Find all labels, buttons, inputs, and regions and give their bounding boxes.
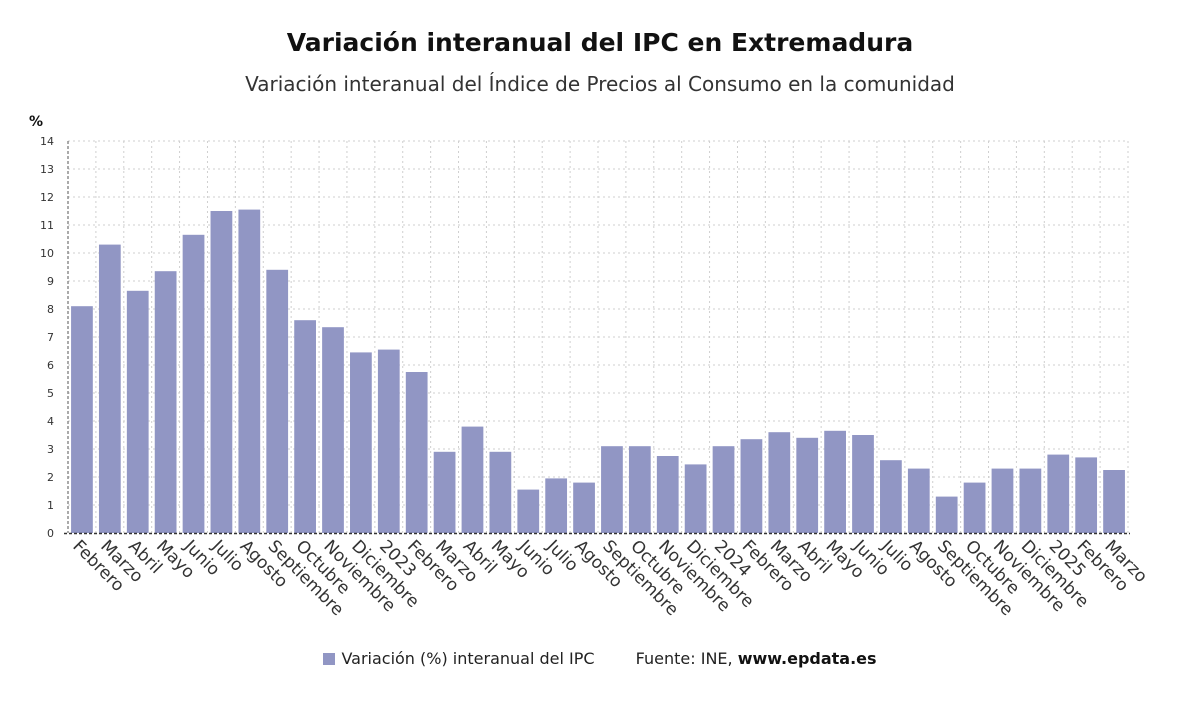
bar <box>71 306 93 533</box>
bar <box>126 290 149 533</box>
source-prefix: Fuente: INE, <box>635 649 738 668</box>
bar <box>266 269 289 533</box>
y-tick-label: 6 <box>47 359 54 372</box>
y-tick-label: 7 <box>47 331 54 344</box>
bar <box>210 211 233 533</box>
bar <box>1075 457 1098 533</box>
bar <box>1047 454 1070 533</box>
legend-label: Variación (%) interanual del IPC <box>341 649 595 668</box>
y-tick-label: 2 <box>47 471 54 484</box>
bar <box>796 437 819 533</box>
chart-subtitle: Variación interanual del Índice de Preci… <box>245 72 955 96</box>
bar <box>601 446 623 533</box>
y-tick-label: 13 <box>40 163 54 176</box>
bar <box>294 320 316 533</box>
bar <box>182 234 205 534</box>
y-tick-label: 5 <box>47 387 54 400</box>
bar <box>768 432 791 533</box>
bar <box>405 372 428 533</box>
bar <box>740 439 763 533</box>
y-tick-label: 3 <box>47 443 54 456</box>
y-tick-label: 14 <box>40 135 54 148</box>
bar <box>963 482 986 533</box>
bar <box>907 468 930 533</box>
bar <box>1103 470 1125 533</box>
bar <box>852 435 874 533</box>
bar <box>1019 468 1042 533</box>
source-site: www.epdata.es <box>737 649 877 668</box>
bar <box>433 451 456 533</box>
y-tick-label: 9 <box>47 275 54 288</box>
chart-title: Variación interanual del IPC en Extremad… <box>286 28 914 57</box>
bar <box>935 496 958 533</box>
y-tick-label: 10 <box>40 247 54 260</box>
legend-swatch <box>323 653 336 665</box>
bar <box>712 446 735 533</box>
y-tick-label: 11 <box>40 219 54 232</box>
legend-item: Variación (%) interanual del IPC <box>323 649 595 668</box>
bar <box>489 451 512 533</box>
bar <box>628 446 651 533</box>
bar <box>880 460 902 533</box>
bar <box>991 468 1014 533</box>
source-note: Fuente: INE, www.epdata.es <box>636 649 877 668</box>
y-tick-label: 1 <box>47 499 54 512</box>
bar <box>377 349 400 533</box>
bar <box>322 327 344 533</box>
bar <box>684 464 707 533</box>
bar <box>154 271 177 533</box>
y-axis-unit: % <box>29 114 44 130</box>
bar <box>461 426 484 533</box>
bar <box>350 352 372 533</box>
bar <box>545 478 568 533</box>
y-tick-label: 8 <box>47 303 54 316</box>
bar <box>98 244 121 533</box>
bar <box>573 482 595 533</box>
bar <box>824 430 846 533</box>
bar <box>238 209 261 533</box>
y-tick-label: 12 <box>40 191 54 204</box>
bar <box>656 456 679 533</box>
y-tick-label: 0 <box>47 527 54 540</box>
bar <box>517 489 540 533</box>
legend: Variación (%) interanual del IPC Fuente:… <box>0 649 1200 668</box>
y-tick-label: 4 <box>47 415 54 428</box>
